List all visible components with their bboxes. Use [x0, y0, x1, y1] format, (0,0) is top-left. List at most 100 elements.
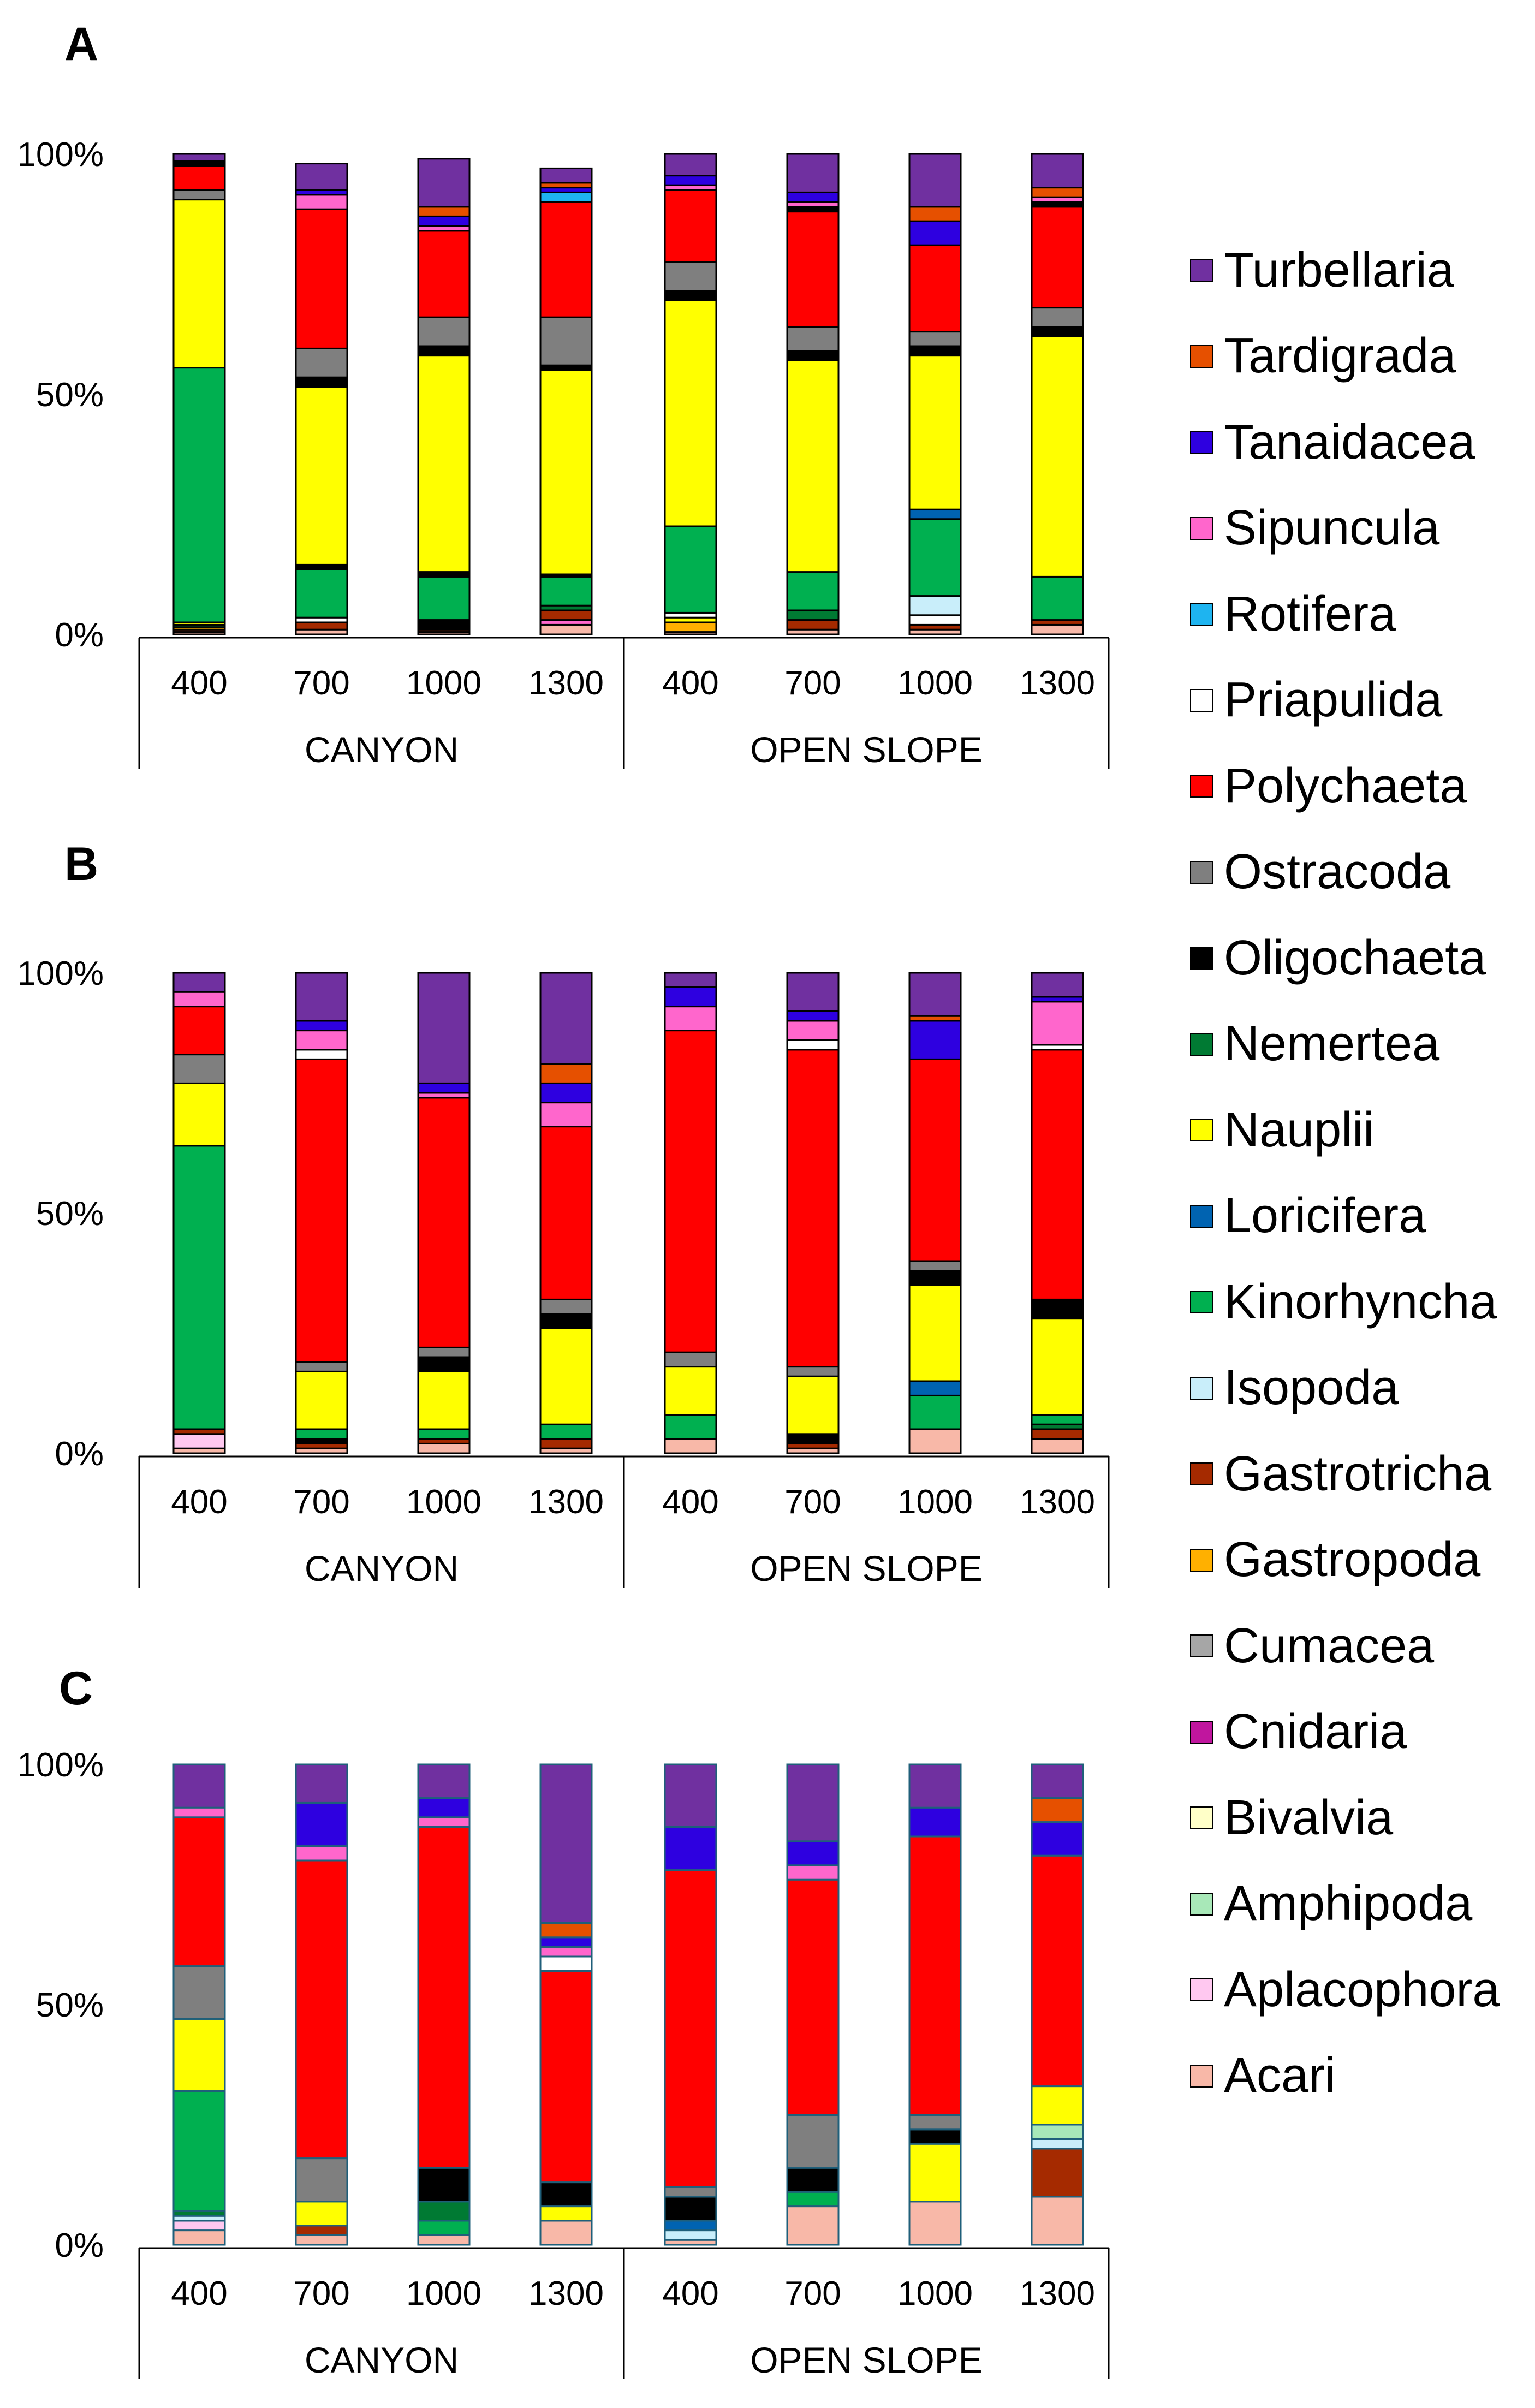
legend-item-cumacea: Cumacea: [1190, 1616, 1434, 1676]
panel-c-xtick-7: 1300: [1020, 2275, 1095, 2312]
panel-b-bar-3-seg-nauplii: [539, 1327, 593, 1425]
legend-swatch-priapulida: [1190, 688, 1213, 712]
panel-a-bar-4-seg-turbellaria: [664, 153, 717, 177]
panel-a-bar-4-seg-oligochaeta: [664, 290, 717, 301]
legend-label-turbellaria: Turbellaria: [1224, 242, 1454, 298]
panel-a-bar-5-seg-turbellaria: [786, 153, 840, 193]
panel-b-bar-2-seg-turbellaria: [417, 972, 471, 1084]
panel-a-bar-1-seg-gastrotricha: [295, 621, 348, 631]
panel-a-bar-2: [417, 158, 471, 635]
panel-a-bar-7: [1031, 153, 1084, 635]
legend-label-rotifera: Rotifera: [1224, 586, 1396, 641]
panel-c-bar-1-seg-tanaidacea: [295, 1801, 348, 1847]
panel-a-bar-2-seg-ostracoda: [417, 316, 471, 347]
legend-swatch-rotifera: [1190, 603, 1213, 626]
panel-a-bar-0-seg-turbellaria: [172, 153, 226, 162]
panel-b-bar-2-seg-oligochaeta: [417, 1356, 471, 1372]
panel-b-bar-1-seg-priapulida: [295, 1049, 348, 1060]
panel-c-bar-1-seg-gastrotricha: [295, 2225, 348, 2236]
panel-b-bar-0-seg-kinorhyncha: [172, 1145, 226, 1430]
panel-b-bar-6-seg-tanaidacea: [908, 1020, 962, 1060]
panel-a-bar-0-seg-kinorhyncha: [172, 367, 226, 623]
panel-c-bar-0-seg-acari: [172, 2229, 226, 2246]
panel-a-xtick-2: 1000: [406, 664, 481, 702]
panel-b-bar-2-seg-nauplii: [417, 1370, 471, 1430]
panel-a-bar-2-seg-tardigrada: [417, 206, 471, 217]
panel-a-bar-3: [539, 167, 593, 635]
panel-a-bar-1-seg-turbellaria: [295, 163, 348, 191]
panel-a-bar-5-seg-polychaeta: [786, 211, 840, 328]
panel-a-bar-1-seg-oligochaeta: [295, 376, 348, 388]
legend-item-isopoda: Isopoda: [1190, 1358, 1399, 1418]
panel-a-bar-6: [908, 153, 962, 635]
panel-b-bar-2-seg-ostracoda: [417, 1346, 471, 1358]
panel-c-bar-3-seg-acari: [539, 2220, 593, 2246]
legend-item-cnidaria: Cnidaria: [1190, 1702, 1407, 1762]
panel-c-bar-4-seg-turbellaria: [664, 1763, 717, 1828]
panel-b-bar-3-seg-ostracoda: [539, 1298, 593, 1315]
panel-c-bar-7-seg-tardigrada: [1031, 1797, 1084, 1823]
panel-c-bar-4-seg-loricifera: [664, 2220, 717, 2232]
panel-a-bar-0-seg-ostracoda: [172, 189, 226, 201]
panel-c-bar-7-seg-isopoda: [1031, 2138, 1084, 2150]
legend-label-aplacophora: Aplacophora: [1224, 1962, 1500, 2017]
panel-b-bar-4-seg-acari: [664, 1438, 717, 1454]
panel-c-bar-1-seg-turbellaria: [295, 1763, 348, 1804]
panel-b-bar-3-seg-gastrotricha: [539, 1438, 593, 1449]
legend-item-polychaeta: Polychaeta: [1190, 756, 1467, 816]
panel-c-bar-5: [786, 1763, 840, 2246]
panel-c-bar-7-seg-polychaeta: [1031, 1854, 1084, 2088]
panel-a-bar-4-seg-kinorhyncha: [664, 525, 717, 614]
panel-b-bar-5-seg-oligochaeta: [786, 1433, 840, 1444]
panel-c-xtick-2: 1000: [406, 2275, 481, 2312]
legend-swatch-ostracoda: [1190, 860, 1213, 884]
panel-c-bar-3-seg-tardigrada: [539, 1922, 593, 1939]
panel-b-bar-1-seg-nauplii: [295, 1370, 348, 1430]
panel-a-bar-5-seg-gastrotricha: [786, 619, 840, 631]
panel-c-bar-0-seg-aplacophora: [172, 2220, 226, 2232]
panel-b-bar-6-seg-oligochaeta: [908, 1270, 962, 1286]
legend-item-ostracoda: Ostracoda: [1190, 842, 1450, 902]
panel-c-ytick-2: 100%: [17, 1746, 104, 1784]
panel-a-xtick-0: 400: [171, 664, 227, 702]
panel-a-bar-2-seg-nauplii: [417, 355, 471, 573]
legend-label-cumacea: Cumacea: [1224, 1618, 1435, 1673]
panel-c-xtick-0: 400: [171, 2275, 227, 2312]
legend-label-oligochaeta: Oligochaeta: [1224, 930, 1486, 985]
panel-b-bar-5-seg-sipuncula: [786, 1020, 840, 1041]
panel-b-group-open-slope: OPEN SLOPE: [750, 1548, 983, 1589]
panel-a-bar-3-seg-gastrotricha: [539, 609, 593, 621]
panel-b-bar-1-seg-turbellaria: [295, 972, 348, 1022]
panel-a-bar-1-seg-sipuncula: [295, 194, 348, 210]
legend-swatch-oligochaeta: [1190, 947, 1213, 970]
legend-item-kinorhyncha: Kinorhyncha: [1190, 1272, 1497, 1332]
legend-label-gastropoda: Gastropoda: [1224, 1532, 1481, 1587]
panel-a-xtick-5: 700: [784, 664, 841, 702]
legend-item-bivalvia: Bivalvia: [1190, 1788, 1393, 1848]
panel-b-bar-4-seg-nauplii: [664, 1366, 717, 1416]
panel-b-bar-2-seg-polychaeta: [417, 1097, 471, 1348]
panel-b-bar-1: [295, 972, 348, 1454]
legend-swatch-polychaeta: [1190, 775, 1213, 798]
panel-c-bar-4-seg-oligochaeta: [664, 2196, 717, 2222]
panel-b-bar-2-seg-kinorhyncha: [417, 1428, 471, 1440]
panel-c-bar-3-seg-polychaeta: [539, 1970, 593, 2184]
legend-item-priapulida: Priapulida: [1190, 670, 1442, 730]
panel-c-bar-2-seg-acari: [417, 2234, 471, 2246]
panel-a-bar-1-seg-nauplii: [295, 386, 348, 566]
legend-label-tardigrada: Tardigrada: [1224, 329, 1456, 383]
panel-b-xtick-2: 1000: [406, 1483, 481, 1521]
panel-a-bar-6-seg-isopoda: [908, 595, 962, 616]
panel-c-bar-3-seg-nauplii: [539, 2205, 593, 2222]
panel-b-bar-5-seg-ostracoda: [786, 1366, 840, 1377]
panel-c-bar-7-seg-acari: [1031, 2196, 1084, 2246]
panel-b-bar-7-seg-sipuncula: [1031, 1001, 1084, 1046]
panel-a-bar-7-seg-oligochaeta: [1031, 326, 1084, 337]
panel-a-bar-6-seg-tardigrada: [908, 206, 962, 222]
panel-c-bar-6-seg-polychaeta: [908, 1835, 962, 2116]
panel-b-bar-7-seg-nauplii: [1031, 1318, 1084, 1416]
panel-b-bar-2: [417, 972, 471, 1454]
panel-c-bar-2-seg-tanaidacea: [417, 1797, 471, 1818]
panel-b-bar-4-seg-ostracoda: [664, 1351, 717, 1368]
